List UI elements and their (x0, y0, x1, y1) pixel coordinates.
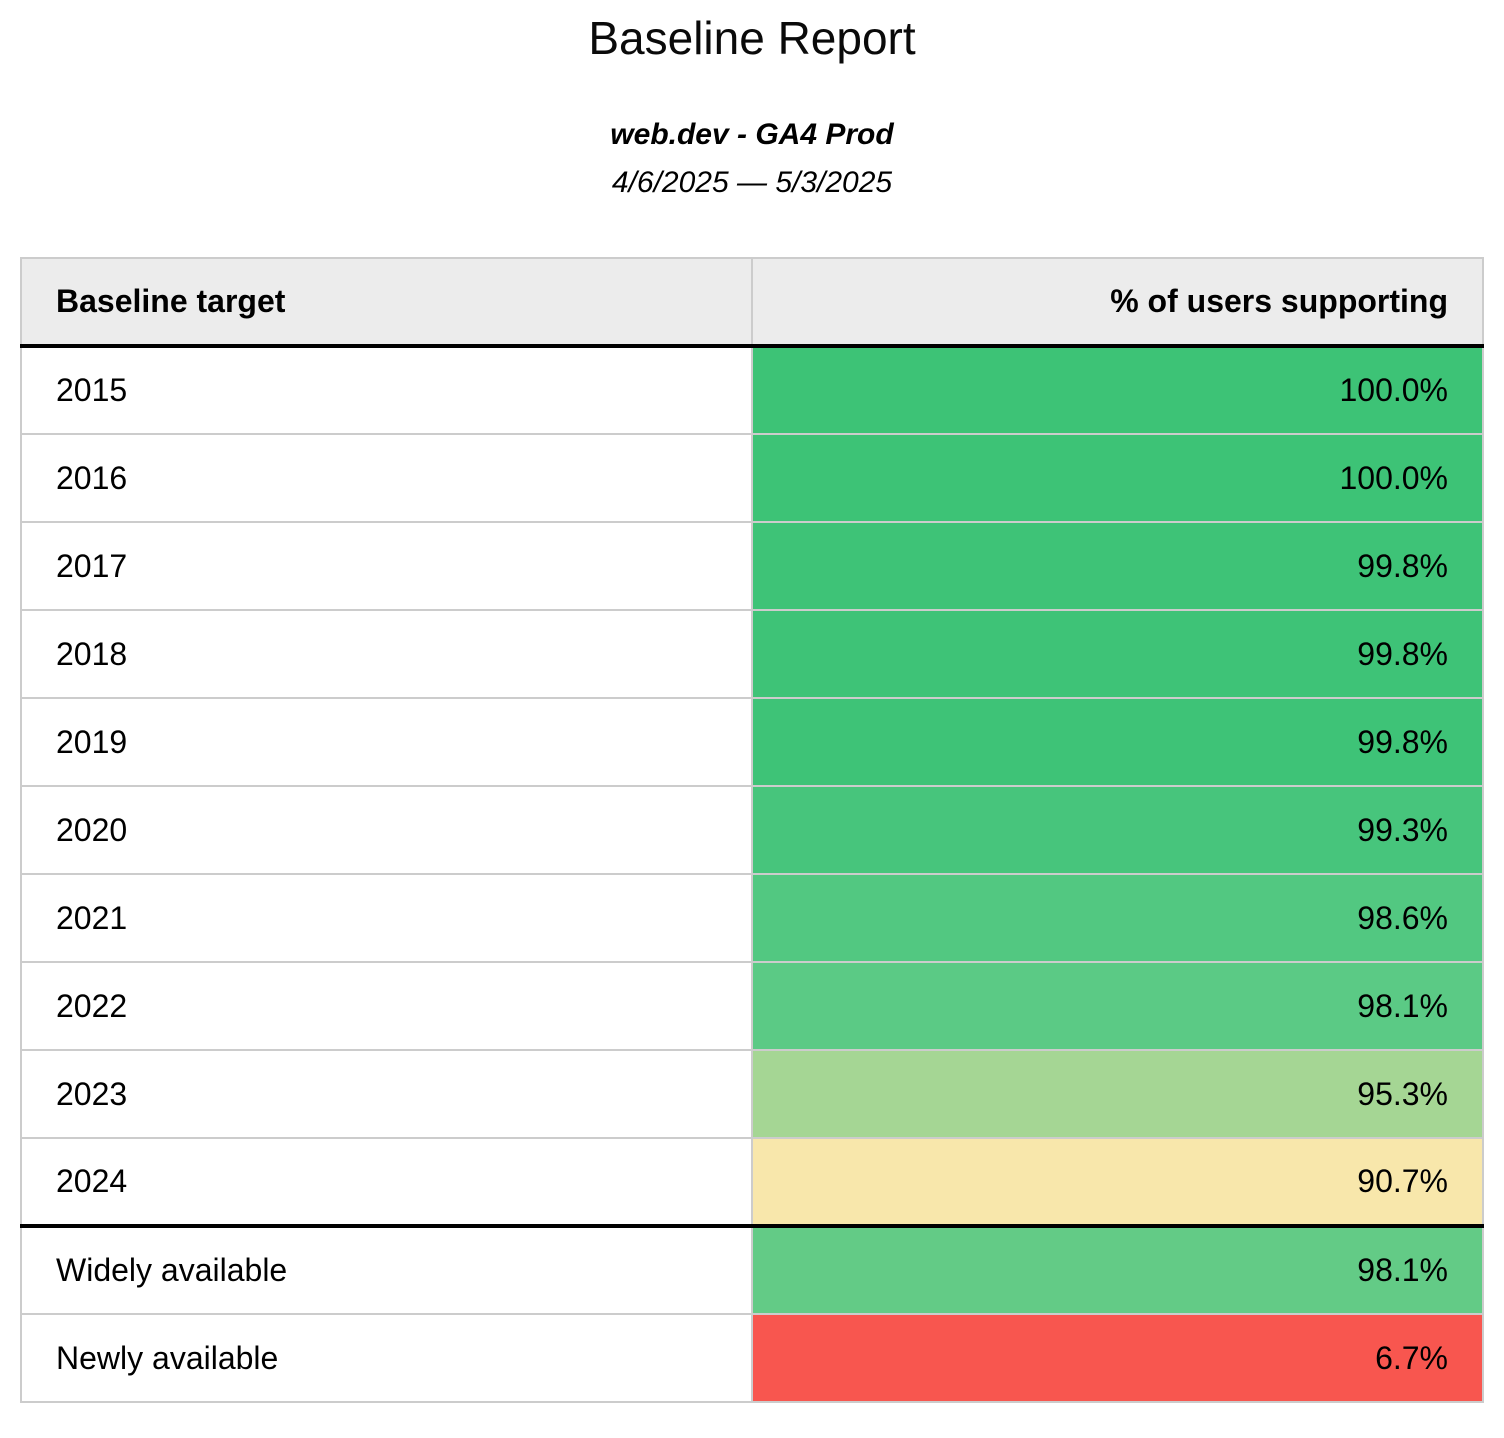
table-row: 2019 99.8% (20, 697, 1484, 787)
table-row: 2016 100.0% (20, 433, 1484, 523)
report-header: Baseline Report web.dev - GA4 Prod 4/6/2… (0, 12, 1504, 201)
support-percent-cell: 99.8% (751, 697, 1484, 787)
table-row: 2020 99.3% (20, 785, 1484, 875)
table-row: 2023 95.3% (20, 1049, 1484, 1139)
support-percent-cell: 100.0% (751, 345, 1484, 435)
support-percent-cell: 95.3% (751, 1049, 1484, 1139)
support-percent-cell: 99.3% (751, 785, 1484, 875)
support-percent-cell: 99.8% (751, 521, 1484, 611)
table-row: 2022 98.1% (20, 961, 1484, 1051)
support-percent-cell: 98.6% (751, 873, 1484, 963)
support-percent-cell: 98.1% (751, 961, 1484, 1051)
support-percent-cell: 98.1% (751, 1225, 1484, 1315)
baseline-target-cell: 2024 (20, 1137, 753, 1228)
baseline-target-cell: 2023 (20, 1049, 753, 1139)
table-row: 2017 99.8% (20, 521, 1484, 611)
page-title: Baseline Report (588, 12, 916, 64)
baseline-target-cell: 2016 (20, 433, 753, 523)
table-row: 2021 98.6% (20, 873, 1484, 963)
baseline-target-cell: 2017 (20, 521, 753, 611)
support-percent-cell: 90.7% (751, 1137, 1484, 1228)
table-row: Widely available 98.1% (20, 1225, 1484, 1315)
baseline-target-cell: 2020 (20, 785, 753, 875)
table-row: 2015 100.0% (20, 345, 1484, 435)
baseline-target-cell: 2022 (20, 961, 753, 1051)
baseline-table: Baseline target % of users supporting 20… (20, 257, 1484, 1403)
table-header-row: Baseline target % of users supporting (20, 257, 1484, 348)
baseline-target-cell: Widely available (20, 1225, 753, 1315)
table-row: 2018 99.8% (20, 609, 1484, 699)
baseline-target-cell: Newly available (20, 1313, 753, 1403)
column-header-baseline-target: Baseline target (20, 257, 753, 348)
baseline-target-cell: 2021 (20, 873, 753, 963)
baseline-table-container: Baseline target % of users supporting 20… (20, 257, 1484, 1403)
baseline-target-cell: 2019 (20, 697, 753, 787)
table-row: 2024 90.7% (20, 1137, 1484, 1228)
report-subtitle: web.dev - GA4 Prod (610, 118, 894, 151)
table-row: Newly available 6.7% (20, 1313, 1484, 1403)
baseline-target-cell: 2018 (20, 609, 753, 699)
support-percent-cell: 6.7% (751, 1313, 1484, 1403)
report-date-range: 4/6/2025 — 5/3/2025 (611, 166, 893, 199)
support-percent-cell: 99.8% (751, 609, 1484, 699)
baseline-target-cell: 2015 (20, 345, 753, 435)
column-header-percent-supporting: % of users supporting (751, 257, 1484, 348)
support-percent-cell: 100.0% (751, 433, 1484, 523)
